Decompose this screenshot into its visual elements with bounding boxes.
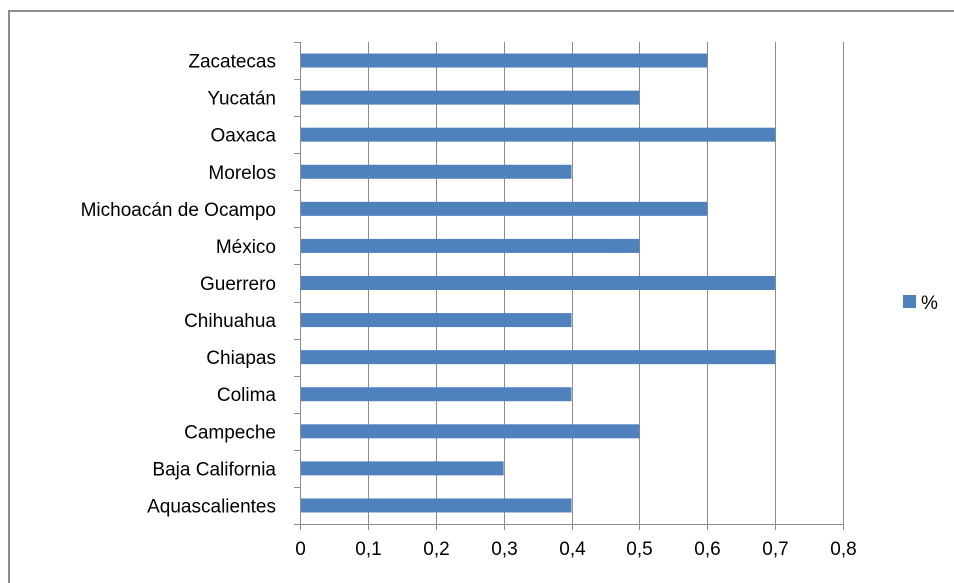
bar: [301, 350, 776, 365]
x-tick-label: 0,1: [355, 539, 381, 560]
labels: 0 0,1 0,2 0,3 0,4 0,5 0,6 0,7 0,8 Aquascalientes B…: [81, 52, 857, 560]
category-label: Michoacán de Ocampo: [81, 200, 276, 221]
bar: [301, 90, 640, 105]
axes: [294, 42, 844, 530]
x-tick-label: 0,2: [423, 539, 449, 560]
x-tick-label: 0,5: [626, 539, 652, 560]
category-label: Colima: [217, 385, 277, 406]
category-label: México: [216, 237, 276, 258]
x-tick-label: 0,4: [559, 539, 586, 560]
bar: [301, 424, 640, 439]
bar: [301, 498, 572, 513]
category-label: Guerrero: [200, 274, 276, 295]
category-label: Chiapas: [206, 348, 276, 369]
category-label: Oaxaca: [211, 126, 277, 147]
category-label: Baja California: [152, 459, 276, 480]
bar: [301, 164, 572, 179]
x-tick-label: 0,3: [491, 539, 517, 560]
category-label: Morelos: [208, 163, 276, 184]
bar: [301, 53, 708, 68]
legend: %: [903, 293, 938, 314]
x-tick-label: 0,6: [694, 539, 720, 560]
bar: [301, 201, 708, 216]
category-label: Campeche: [184, 422, 276, 443]
legend-label: %: [921, 293, 938, 314]
x-tick-label: 0,7: [762, 539, 788, 560]
bar: [301, 276, 776, 290]
category-label: Yucatán: [207, 89, 276, 110]
bars: [301, 53, 776, 513]
x-tick-label: 0: [295, 539, 306, 560]
chart-frame: [8, 10, 954, 583]
bar: [301, 461, 504, 476]
bar: [301, 238, 640, 253]
bar: [301, 387, 572, 402]
legend-swatch: [903, 295, 916, 308]
category-label: Aquascalientes: [147, 496, 276, 517]
bar: [301, 313, 572, 328]
x-tick-label: 0,8: [830, 539, 856, 560]
category-label: Zacatecas: [188, 52, 276, 73]
bar: [301, 127, 776, 142]
category-label: Chihuahua: [184, 311, 276, 332]
